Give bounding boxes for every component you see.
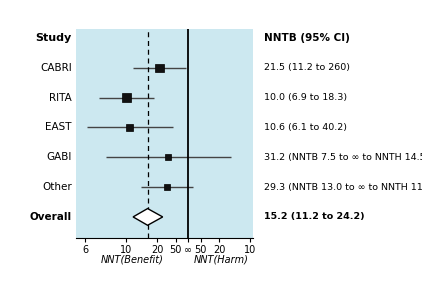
Text: 10.6 (6.1 to 40.2): 10.6 (6.1 to 40.2): [264, 123, 347, 132]
Text: CABRI: CABRI: [40, 63, 72, 73]
Text: Study: Study: [35, 33, 72, 43]
Text: NNT(Benefit): NNT(Benefit): [101, 254, 163, 264]
Bar: [165, 154, 171, 160]
Text: 29.3 (NNTB 13.0 to ∞ to NNTH 119): 29.3 (NNTB 13.0 to ∞ to NNTH 119): [264, 183, 422, 192]
Text: NNTB (95% CI): NNTB (95% CI): [264, 33, 349, 43]
Text: GABI: GABI: [46, 152, 72, 162]
Text: 31.2 (NNTB 7.5 to ∞ to NNTH 14.5): 31.2 (NNTB 7.5 to ∞ to NNTH 14.5): [264, 153, 422, 162]
Text: 10.0 (6.9 to 18.3): 10.0 (6.9 to 18.3): [264, 93, 347, 102]
Bar: [155, 64, 163, 72]
Text: Overall: Overall: [30, 212, 72, 222]
Bar: [122, 93, 131, 102]
Text: 15.2 (11.2 to 24.2): 15.2 (11.2 to 24.2): [264, 212, 364, 222]
Bar: [127, 124, 133, 131]
Text: EAST: EAST: [45, 122, 72, 133]
Text: RITA: RITA: [49, 93, 72, 103]
Text: NNT(Harm): NNT(Harm): [193, 254, 248, 264]
Bar: [164, 184, 170, 190]
Polygon shape: [133, 209, 163, 225]
Text: 21.5 (11.2 to 260): 21.5 (11.2 to 260): [264, 63, 350, 72]
Text: Other: Other: [42, 182, 72, 192]
